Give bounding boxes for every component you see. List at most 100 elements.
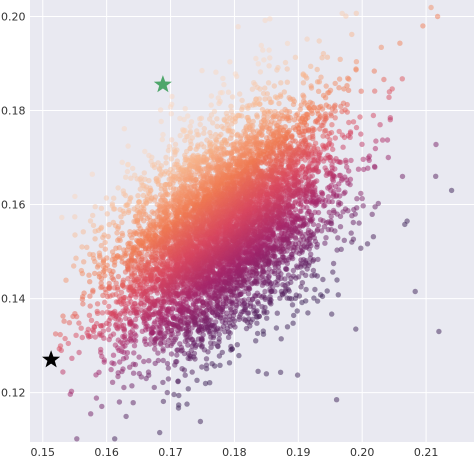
data-point <box>290 273 297 279</box>
data-point <box>277 369 284 375</box>
data-point <box>173 359 179 365</box>
data-point <box>116 399 123 405</box>
data-point <box>251 308 257 314</box>
data-point <box>370 234 377 240</box>
data-point <box>207 380 213 386</box>
data-point <box>216 353 223 359</box>
data-point <box>299 270 305 276</box>
data-point <box>299 163 306 170</box>
data-point <box>98 346 104 353</box>
data-point <box>318 292 324 298</box>
data-point <box>155 357 161 364</box>
data-point <box>359 141 365 147</box>
data-point <box>360 156 366 162</box>
data-point <box>86 312 93 318</box>
data-point <box>213 319 219 325</box>
data-point <box>130 370 137 376</box>
data-point <box>52 331 59 337</box>
data-point <box>129 328 135 334</box>
data-point <box>355 166 362 172</box>
data-point <box>74 436 80 442</box>
data-point <box>108 366 114 373</box>
data-point <box>385 154 391 161</box>
data-point <box>129 383 135 389</box>
data-point <box>105 326 112 333</box>
data-point <box>278 336 284 342</box>
data-point <box>202 380 209 387</box>
data-point <box>320 133 326 139</box>
data-point <box>255 368 261 374</box>
data-point <box>123 413 129 420</box>
data-point <box>358 245 364 251</box>
data-point <box>315 256 321 263</box>
data-point <box>245 291 252 297</box>
data-point <box>357 114 363 120</box>
data-point <box>322 165 328 171</box>
data-point <box>399 76 405 82</box>
data-point <box>73 332 79 338</box>
data-point <box>379 137 386 143</box>
data-point <box>290 267 297 274</box>
data-point <box>298 284 304 290</box>
data-point <box>365 165 371 171</box>
data-point <box>337 224 344 230</box>
data-point <box>325 152 331 159</box>
data-point <box>160 379 166 386</box>
data-point <box>289 302 296 308</box>
data-point <box>321 203 327 209</box>
data-point <box>174 352 180 358</box>
data-point <box>217 362 223 368</box>
data-point <box>373 138 379 144</box>
data-point <box>76 349 82 356</box>
data-point <box>250 316 256 322</box>
data-point <box>99 403 105 410</box>
data-point <box>246 296 252 302</box>
data-point <box>335 235 341 241</box>
data-point <box>399 173 406 180</box>
data-point <box>136 354 142 360</box>
data-point <box>311 295 317 301</box>
data-point <box>94 301 101 307</box>
data-point <box>433 141 439 148</box>
data-point <box>336 181 342 187</box>
data-point <box>115 337 122 343</box>
data-point <box>305 310 311 316</box>
data-point <box>112 342 119 348</box>
data-point <box>234 342 240 348</box>
data-point <box>94 320 100 327</box>
data-point <box>334 277 340 283</box>
data-point <box>312 286 318 293</box>
data-point <box>130 400 136 406</box>
data-point <box>92 334 99 340</box>
data-point <box>131 343 138 349</box>
data-point <box>85 326 92 332</box>
data-point <box>375 200 381 207</box>
data-point <box>326 209 332 215</box>
data-point <box>216 336 222 342</box>
data-point <box>102 299 108 305</box>
data-point <box>259 304 265 310</box>
data-point <box>254 290 260 296</box>
data-point <box>372 88 378 94</box>
data-point <box>188 347 194 354</box>
data-point <box>328 213 334 220</box>
data-point <box>330 207 337 214</box>
data-point <box>199 364 205 370</box>
data-point <box>318 189 325 196</box>
data-point <box>131 350 137 356</box>
data-point <box>225 334 232 340</box>
data-point <box>342 157 349 163</box>
data-point <box>142 336 148 342</box>
data-point <box>154 329 161 336</box>
data-point <box>348 230 354 236</box>
data-point <box>165 365 172 371</box>
data-point <box>97 330 103 337</box>
data-point <box>358 131 364 137</box>
data-point <box>310 267 317 274</box>
data-point <box>299 280 306 286</box>
data-point <box>350 236 357 242</box>
data-point <box>88 411 94 417</box>
data-point <box>361 166 367 173</box>
data-point <box>347 129 354 135</box>
data-point <box>216 331 222 337</box>
